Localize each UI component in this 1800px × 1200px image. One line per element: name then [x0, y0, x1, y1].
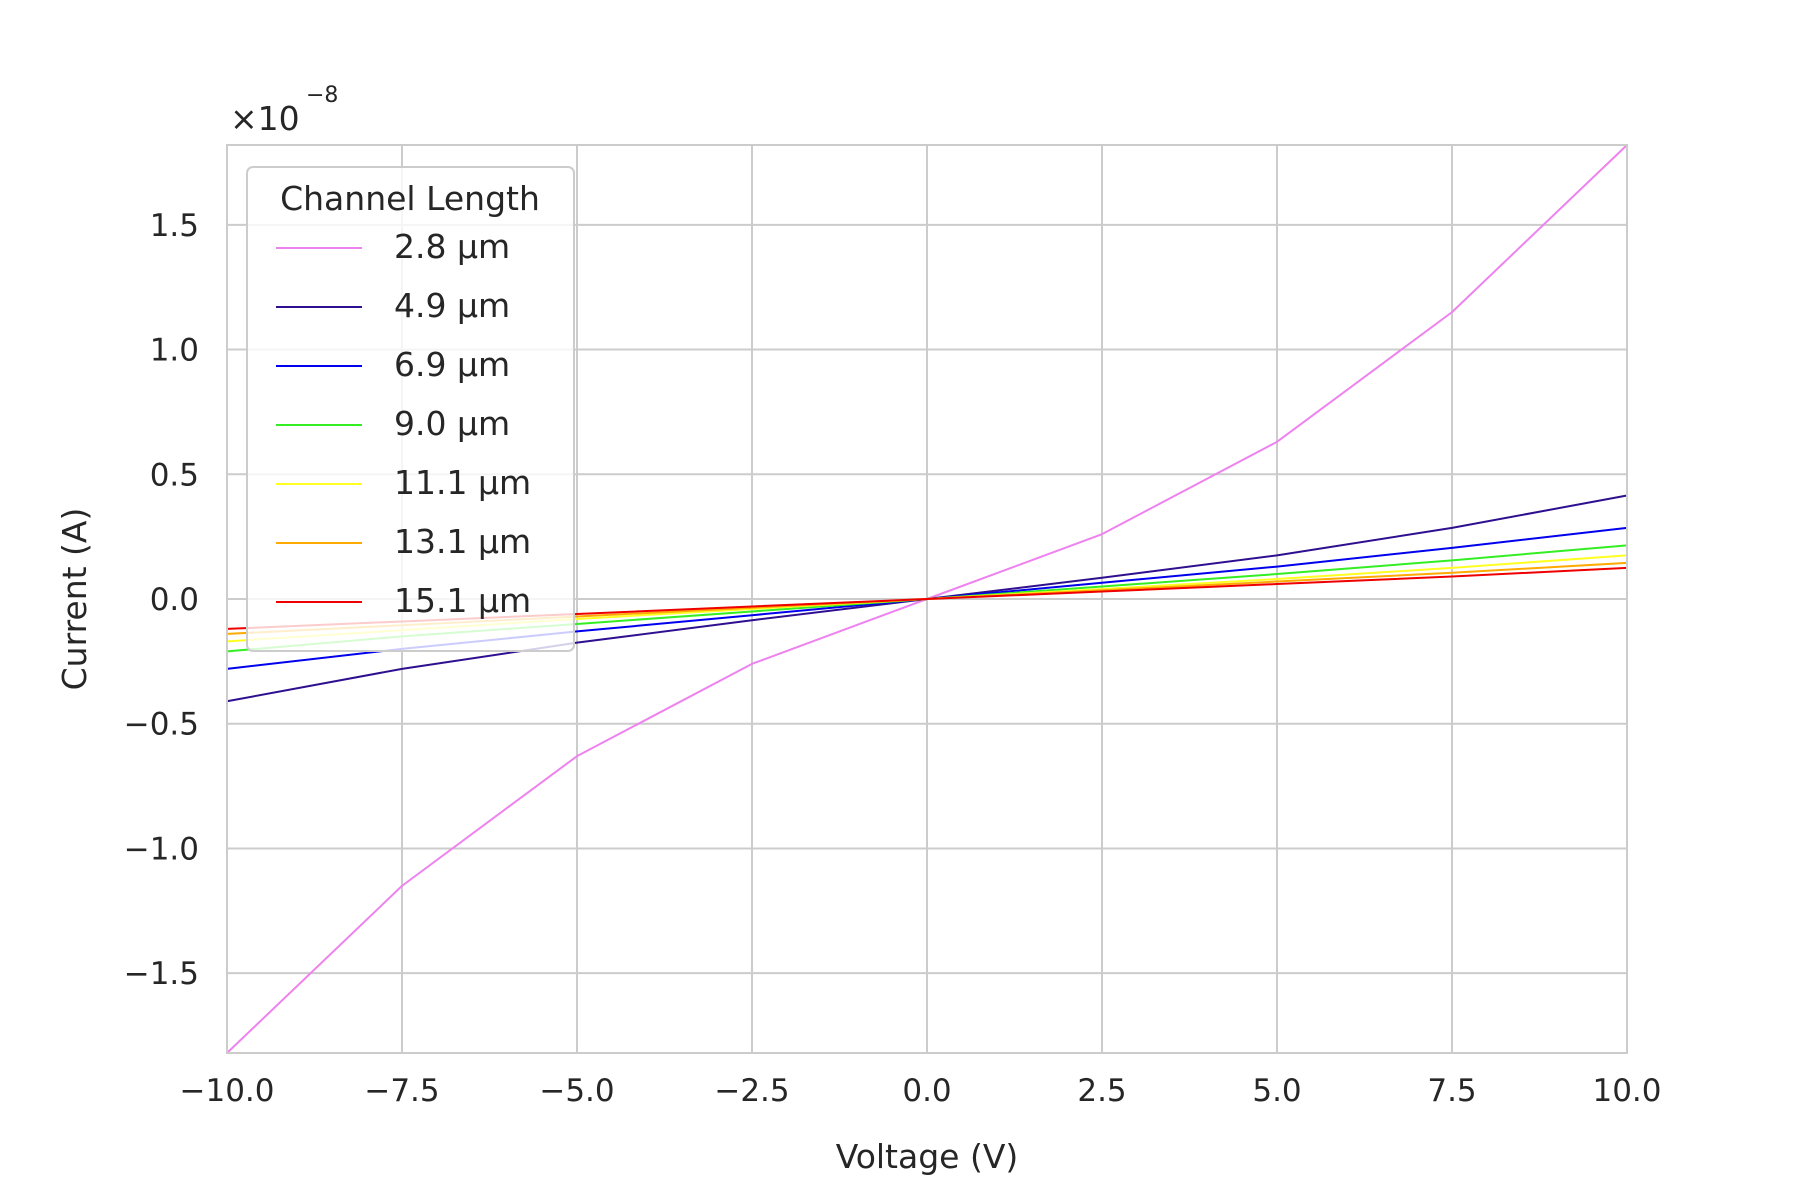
y-tick-label: 0.5	[150, 457, 199, 493]
y-tick-label: −1.5	[124, 956, 199, 992]
x-tick-label: −10.0	[180, 1073, 275, 1109]
x-tick-label: −7.5	[364, 1073, 439, 1109]
x-tick-label: −5.0	[539, 1073, 614, 1109]
y-tick-label: 1.0	[150, 333, 199, 369]
y-tick-labels: −1.5 −1.0 −0.5 0.0 0.5 1.0 1.5	[124, 208, 199, 992]
x-tick-label: 2.5	[1077, 1073, 1126, 1109]
y-tick-label: 0.0	[150, 582, 199, 618]
legend-items: 2.8 μm 4.9 μm 6.9 μm 9.0 μm 11.1 μm 13.1 μm 15…	[276, 227, 531, 620]
x-tick-label: 0.0	[902, 1073, 951, 1109]
plot-frame	[226, 144, 1628, 1054]
x-tick-label: −2.5	[714, 1073, 789, 1109]
y-offset-text: ×10	[230, 99, 300, 138]
legend-label: 13.1 μm	[394, 522, 531, 561]
legend-label: 11.1 μm	[394, 463, 531, 502]
legend-label: 2.8 μm	[394, 227, 510, 266]
x-tick-label: 5.0	[1252, 1073, 1301, 1109]
legend: Channel Length 2.8 μm 4.9 μm 6.9 μm 9.0 μm 1…	[246, 166, 575, 652]
y-tick-label: −0.5	[124, 707, 199, 743]
y-tick-label: −1.0	[124, 831, 199, 867]
legend-label: 15.1 μm	[394, 581, 531, 620]
legend-label: 6.9 μm	[394, 345, 510, 384]
legend-label: 9.0 μm	[394, 404, 510, 443]
y-offset-exponent: −8	[306, 83, 338, 108]
y-tick-label: 1.5	[150, 208, 199, 244]
legend-title: Channel Length	[280, 179, 540, 218]
legend-box	[246, 166, 575, 652]
legend-label: 4.9 μm	[394, 286, 510, 325]
x-axis-label: Voltage (V)	[836, 1137, 1019, 1176]
y-axis-label: Current (A)	[55, 508, 94, 691]
x-tick-labels: −10.0 −7.5 −5.0 −2.5 0.0 2.5 5.0 7.5 10.0	[180, 1073, 1662, 1109]
x-tick-label: 7.5	[1427, 1073, 1476, 1109]
x-tick-label: 10.0	[1592, 1073, 1661, 1109]
